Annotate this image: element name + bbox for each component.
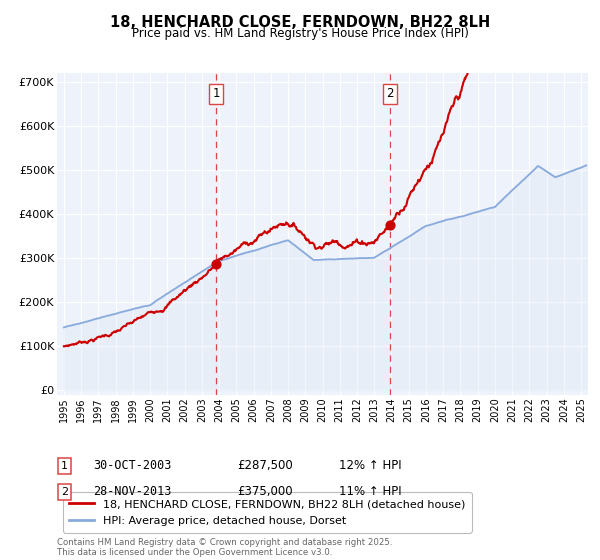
Text: £375,000: £375,000 (237, 485, 293, 498)
Text: 30-OCT-2003: 30-OCT-2003 (93, 459, 172, 473)
Point (211, 259, 221, 268)
Text: 2: 2 (386, 87, 394, 100)
Legend: 18, HENCHARD CLOSE, FERNDOWN, BH22 8LH (detached house), HPI: Average price, det: 18, HENCHARD CLOSE, FERNDOWN, BH22 8LH (… (62, 492, 472, 533)
Text: Price paid vs. HM Land Registry's House Price Index (HPI): Price paid vs. HM Land Registry's House … (131, 27, 469, 40)
Text: 1: 1 (61, 461, 68, 471)
Text: 11% ↑ HPI: 11% ↑ HPI (339, 485, 401, 498)
Text: Contains HM Land Registry data © Crown copyright and database right 2025.
This d: Contains HM Land Registry data © Crown c… (57, 538, 392, 557)
Text: 2: 2 (61, 487, 68, 497)
Text: 18, HENCHARD CLOSE, FERNDOWN, BH22 8LH: 18, HENCHARD CLOSE, FERNDOWN, BH22 8LH (110, 15, 490, 30)
Text: £287,500: £287,500 (237, 459, 293, 473)
Point (385, 221, 395, 230)
Text: 1: 1 (212, 87, 220, 100)
Text: 28-NOV-2013: 28-NOV-2013 (93, 485, 172, 498)
Text: 12% ↑ HPI: 12% ↑ HPI (339, 459, 401, 473)
